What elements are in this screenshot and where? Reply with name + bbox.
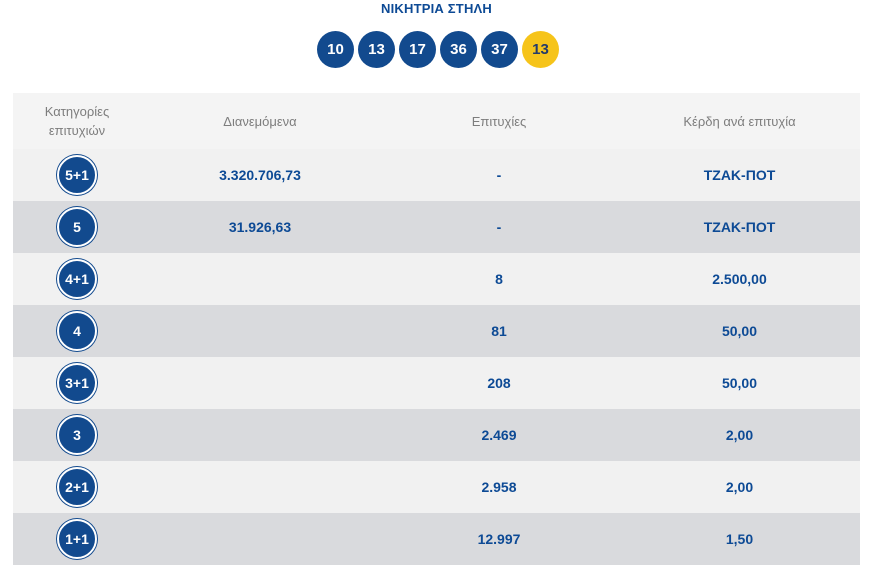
winning-numbers: 10 13 17 36 37 13 — [317, 31, 559, 68]
number-ball: 17 — [399, 31, 436, 68]
winners-value: 2.958 — [481, 479, 517, 495]
number-ball: 37 — [481, 31, 518, 68]
winners-value: 8 — [495, 271, 503, 287]
header-distributed: Διανεμόμενα — [223, 113, 297, 129]
table-row: 5 31.926,63 - ΤΖΑΚ-ΠΟΤ — [13, 201, 860, 253]
header-category-line1: Κατηγορίες — [44, 104, 110, 119]
winners-value: 208 — [487, 375, 511, 391]
table-row: 4 81 50,00 — [13, 305, 860, 357]
category-badge: 3 — [57, 415, 97, 455]
distributed-value: 31.926,63 — [228, 219, 292, 235]
prize-value: 50,00 — [721, 375, 758, 391]
table-row: 5+1 3.320.706,73 - ΤΖΑΚ-ΠΟΤ — [13, 149, 860, 201]
table-row: 3 2.469 2,00 — [13, 409, 860, 461]
category-badge: 4 — [57, 311, 97, 351]
category-badge: 2+1 — [57, 467, 97, 507]
winners-value: 2.469 — [481, 427, 517, 443]
winners-value: 12.997 — [477, 531, 521, 547]
table-row: 1+1 12.997 1,50 — [13, 513, 860, 565]
table-row: 3+1 208 50,00 — [13, 357, 860, 409]
prize-value: 50,00 — [721, 323, 758, 339]
number-ball: 36 — [440, 31, 477, 68]
header-winners: Επιτυχίες — [471, 113, 527, 129]
table-row: 2+1 2.958 2,00 — [13, 461, 860, 513]
prize-value: ΤΖΑΚ-ΠΟΤ — [703, 219, 776, 235]
table-header-row: Κατηγορίες επιτυχιών Διανεμόμενα Επιτυχί… — [13, 93, 860, 149]
category-badge: 5 — [57, 207, 97, 247]
winners-value: - — [496, 167, 502, 183]
number-ball: 13 — [358, 31, 395, 68]
category-badge: 4+1 — [57, 259, 97, 299]
prize-value: ΤΖΑΚ-ΠΟΤ — [703, 167, 776, 183]
prize-value: 1,50 — [725, 531, 754, 547]
winning-column-title: ΝΙΚΗΤΡΙΑ ΣΤΗΛΗ — [381, 1, 492, 16]
header-category-line2: επιτυχιών — [48, 123, 106, 138]
header-category: Κατηγορίες επιτυχιών — [13, 102, 141, 140]
category-badge: 1+1 — [57, 519, 97, 559]
distributed-value: 3.320.706,73 — [219, 167, 301, 183]
winners-value: - — [496, 219, 502, 235]
category-badge: 5+1 — [57, 155, 97, 195]
header-prize: Κέρδη ανά επιτυχία — [683, 113, 796, 129]
table-row: 4+1 8 2.500,00 — [13, 253, 860, 305]
bonus-number-ball: 13 — [522, 31, 559, 68]
prize-value: 2,00 — [725, 427, 754, 443]
prize-table: Κατηγορίες επιτυχιών Διανεμόμενα Επιτυχί… — [13, 93, 860, 565]
prize-value: 2.500,00 — [712, 271, 767, 287]
category-badge: 3+1 — [57, 363, 97, 403]
prize-value: 2,00 — [725, 479, 754, 495]
number-ball: 10 — [317, 31, 354, 68]
winners-value: 81 — [491, 323, 507, 339]
